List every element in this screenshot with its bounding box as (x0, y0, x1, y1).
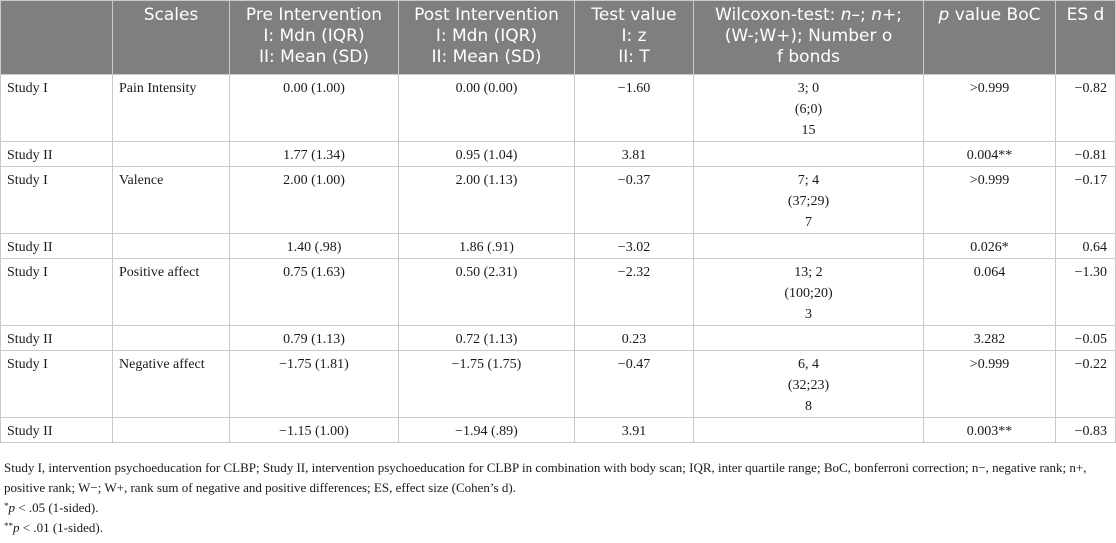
es-cell: 0.64 (1055, 233, 1116, 259)
test-cell: −1.60 (574, 74, 694, 142)
p-cell: >0.999 (923, 350, 1056, 418)
post-cell: −1.75 (1.75) (398, 350, 575, 418)
pre-cell: 1.77 (1.34) (229, 141, 399, 167)
significance-note-05: *p < .05 (1-sided). (4, 500, 99, 515)
table-row: Study I Valence 2.00 (1.00) 2.00 (1.13) … (0, 166, 1116, 234)
post-cell: 0.00 (0.00) (398, 74, 575, 142)
es-cell: −1.30 (1055, 258, 1116, 326)
scale-cell: Negative affect (112, 350, 230, 418)
test-cell: −0.37 (574, 166, 694, 234)
scale-cell (112, 325, 230, 351)
test-cell: 3.91 (574, 417, 694, 443)
es-cell: −0.17 (1055, 166, 1116, 234)
pre-cell: 0.75 (1.63) (229, 258, 399, 326)
p-cell: 0.003** (923, 417, 1056, 443)
study-cell: Study II (0, 141, 113, 167)
results-table: Scales Pre Intervention I: Mdn (IQR) II:… (0, 0, 1116, 443)
pre-cell: −1.75 (1.81) (229, 350, 399, 418)
study-cell: Study I (0, 74, 113, 142)
study-cell: Study II (0, 325, 113, 351)
table-header: Scales Pre Intervention I: Mdn (IQR) II:… (0, 0, 1116, 75)
header-wilcoxon: Wilcoxon-test: n–; n+; (W-;W+); Number o… (693, 0, 924, 75)
table-body: Study I Pain Intensity 0.00 (1.00) 0.00 … (0, 74, 1116, 443)
table-row: Study II 0.79 (1.13) 0.72 (1.13) 0.23 3.… (0, 325, 1116, 351)
wilcoxon-cell (693, 141, 924, 167)
test-cell: −2.32 (574, 258, 694, 326)
wilcoxon-cell (693, 417, 924, 443)
test-cell: −3.02 (574, 233, 694, 259)
study-cell: Study II (0, 233, 113, 259)
p-cell: >0.999 (923, 74, 1056, 142)
table-row: Study II 1.77 (1.34) 0.95 (1.04) 3.81 0.… (0, 141, 1116, 167)
pre-cell: 1.40 (.98) (229, 233, 399, 259)
significance-note-01: **p < .01 (1-sided). (4, 520, 104, 535)
p-cell: 0.026* (923, 233, 1056, 259)
post-cell: −1.94 (.89) (398, 417, 575, 443)
es-cell: −0.81 (1055, 141, 1116, 167)
header-p-value: p value BoC (923, 0, 1056, 75)
wilcoxon-cell: 3; 0 (6;0) 15 (693, 74, 924, 142)
p-cell: >0.999 (923, 166, 1056, 234)
p-cell: 0.064 (923, 258, 1056, 326)
p-cell: 0.004** (923, 141, 1056, 167)
table-footnotes: Study I, intervention psychoeducation fo… (4, 458, 1112, 538)
wilcoxon-cell (693, 325, 924, 351)
table-row: Study I Negative affect −1.75 (1.81) −1.… (0, 350, 1116, 418)
scale-cell (112, 141, 230, 167)
post-cell: 1.86 (.91) (398, 233, 575, 259)
p-cell: 3.282 (923, 325, 1056, 351)
wilcoxon-cell: 7; 4 (37;29) 7 (693, 166, 924, 234)
es-cell: −0.05 (1055, 325, 1116, 351)
header-effect-size: ES d (1055, 0, 1116, 75)
test-cell: 0.23 (574, 325, 694, 351)
es-cell: −0.22 (1055, 350, 1116, 418)
table-row: Study II 1.40 (.98) 1.86 (.91) −3.02 0.0… (0, 233, 1116, 259)
es-cell: −0.82 (1055, 74, 1116, 142)
scale-cell: Positive affect (112, 258, 230, 326)
header-study (0, 0, 113, 75)
scale-cell: Pain Intensity (112, 74, 230, 142)
post-cell: 2.00 (1.13) (398, 166, 575, 234)
header-pre-intervention: Pre Intervention I: Mdn (IQR) II: Mean (… (229, 0, 399, 75)
pre-cell: −1.15 (1.00) (229, 417, 399, 443)
scale-cell (112, 233, 230, 259)
abbreviation-note: Study I, intervention psychoeducation fo… (4, 460, 1087, 495)
wilcoxon-cell (693, 233, 924, 259)
scale-cell (112, 417, 230, 443)
study-cell: Study I (0, 258, 113, 326)
header-post-intervention: Post Intervention I: Mdn (IQR) II: Mean … (398, 0, 575, 75)
pre-cell: 0.00 (1.00) (229, 74, 399, 142)
header-test-value: Test value I: z II: T (574, 0, 694, 75)
study-cell: Study I (0, 350, 113, 418)
table-row: Study I Pain Intensity 0.00 (1.00) 0.00 … (0, 74, 1116, 142)
post-cell: 0.72 (1.13) (398, 325, 575, 351)
test-cell: −0.47 (574, 350, 694, 418)
wilcoxon-cell: 13; 2 (100;20) 3 (693, 258, 924, 326)
study-cell: Study II (0, 417, 113, 443)
post-cell: 0.95 (1.04) (398, 141, 575, 167)
scale-cell: Valence (112, 166, 230, 234)
pre-cell: 2.00 (1.00) (229, 166, 399, 234)
test-cell: 3.81 (574, 141, 694, 167)
pre-cell: 0.79 (1.13) (229, 325, 399, 351)
table-row: Study I Positive affect 0.75 (1.63) 0.50… (0, 258, 1116, 326)
es-cell: −0.83 (1055, 417, 1116, 443)
table-row: Study II −1.15 (1.00) −1.94 (.89) 3.91 0… (0, 417, 1116, 443)
header-scales: Scales (112, 0, 230, 75)
study-cell: Study I (0, 166, 113, 234)
wilcoxon-cell: 6, 4 (32;23) 8 (693, 350, 924, 418)
post-cell: 0.50 (2.31) (398, 258, 575, 326)
